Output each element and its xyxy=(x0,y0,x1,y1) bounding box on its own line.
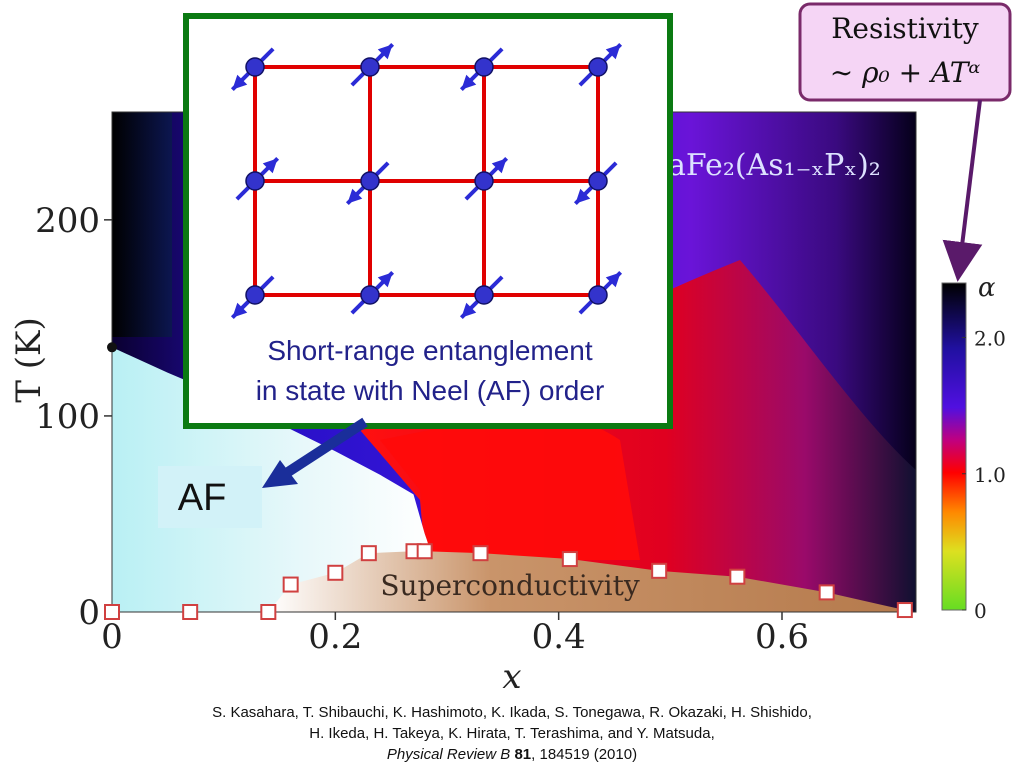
spin-arrowhead xyxy=(232,74,248,90)
chart-title: aFe₂(As₁₋ₓPₓ)₂ xyxy=(668,148,881,183)
colorbar-gradient xyxy=(941,282,967,611)
superconductivity-markers xyxy=(104,543,913,620)
sc-data-point xyxy=(472,545,489,562)
sc-data-point xyxy=(282,576,299,593)
spin-arrowhead xyxy=(347,188,363,204)
y-tick-label: 0 xyxy=(78,593,100,633)
inset-frame xyxy=(183,13,673,429)
sc-data-point xyxy=(327,564,344,581)
spin-arrowhead xyxy=(491,158,507,174)
sc-data-point xyxy=(729,568,746,585)
sc-data-point xyxy=(561,551,578,568)
af-label: AF xyxy=(178,477,227,519)
superconductivity-label: Superconductivity xyxy=(380,569,640,602)
af-label-background xyxy=(158,466,262,528)
citation-line1: S. Kasahara, T. Shibauchi, K. Hashimoto,… xyxy=(212,704,812,721)
colorbar-tick-label: 2.0 xyxy=(974,327,1006,351)
sc-data-point xyxy=(260,604,277,620)
colorbar: α 0 1.0 2.0 xyxy=(941,273,1006,623)
spin-arrowhead xyxy=(575,188,591,204)
inset-panel: Short-range entanglement in state with N… xyxy=(183,13,673,429)
y-tick-label: 200 xyxy=(35,201,100,241)
x-axis-ticks: 0 0.2 0.4 0.6 xyxy=(101,612,809,657)
x-tick-label: 0.6 xyxy=(755,617,809,657)
lattice-site xyxy=(245,285,265,305)
x-tick-label: 0 xyxy=(101,617,123,657)
spin-lattice xyxy=(230,42,623,320)
resistivity-title: Resistivity xyxy=(831,12,979,45)
y-axis-label: T (K) xyxy=(9,317,49,402)
af-data-point xyxy=(107,342,117,353)
spin-arrowhead xyxy=(377,272,393,288)
lattice-site xyxy=(245,57,265,77)
y-axis-ticks: 0 100 200 xyxy=(35,201,112,633)
lattice-site xyxy=(588,171,608,191)
sc-data-point xyxy=(818,584,835,601)
lattice-site xyxy=(360,285,380,305)
spin-arrowhead xyxy=(461,74,477,90)
citation-volume: 81 xyxy=(514,746,532,763)
spin-arrowhead xyxy=(262,158,278,174)
sc-data-point xyxy=(104,604,120,620)
af-boundary-markers xyxy=(107,342,117,353)
lattice-site xyxy=(245,171,265,191)
heatmap-red-core xyxy=(380,412,640,560)
spin-arrowhead xyxy=(377,44,393,60)
af-label-box: AF xyxy=(158,466,262,528)
resistivity-formula: ∼ ρ₀ + ATᵅ xyxy=(830,56,981,89)
heatmap-dark-band xyxy=(112,112,172,337)
sc-data-point xyxy=(896,602,913,619)
y-tick-label: 100 xyxy=(35,397,100,437)
x-axis-label: x xyxy=(502,657,521,697)
sc-data-point xyxy=(416,543,433,560)
spin-arrowhead xyxy=(232,302,248,318)
resistivity-box: Resistivity ∼ ρ₀ + ATᵅ xyxy=(798,2,1012,282)
lattice-site xyxy=(588,285,608,305)
colorbar-tick-label: 0 xyxy=(974,599,987,623)
lattice-site xyxy=(360,57,380,77)
sc-data-point xyxy=(182,604,199,620)
resistivity-box-frame xyxy=(798,2,1012,102)
inset-to-af-arrow xyxy=(262,417,368,488)
superconductivity-region xyxy=(268,551,905,612)
lattice-site xyxy=(360,171,380,191)
sc-data-point xyxy=(651,562,668,579)
lattice-site xyxy=(474,285,494,305)
lattice-site xyxy=(474,57,494,77)
inset-caption-line2: in state with Neel (AF) order xyxy=(256,375,605,406)
x-tick-label: 0.4 xyxy=(532,617,586,657)
spin-arrowhead xyxy=(461,302,477,318)
sc-data-point xyxy=(360,545,377,562)
lattice-site xyxy=(588,57,608,77)
colorbar-label: α xyxy=(978,273,996,303)
inset-caption-line1: Short-range entanglement xyxy=(267,335,593,366)
citation: S. Kasahara, T. Shibauchi, K. Hashimoto,… xyxy=(0,702,1024,765)
citation-journal: Physical Review B xyxy=(386,746,511,763)
x-tick-label: 0.2 xyxy=(308,617,362,657)
spin-arrowhead xyxy=(605,272,621,288)
resistivity-arrow xyxy=(942,99,983,282)
spin-arrowhead xyxy=(605,44,621,60)
lattice-site xyxy=(474,171,494,191)
citation-line2: H. Ikeda, H. Takeya, K. Hirata, T. Teras… xyxy=(309,725,715,742)
citation-line3: Physical Review B 81, 184519 (2010) xyxy=(0,744,1024,765)
colorbar-ticks: 0 1.0 2.0 xyxy=(962,327,1006,623)
colorbar-tick-label: 1.0 xyxy=(974,463,1006,487)
citation-pages: , 184519 (2010) xyxy=(531,746,638,763)
